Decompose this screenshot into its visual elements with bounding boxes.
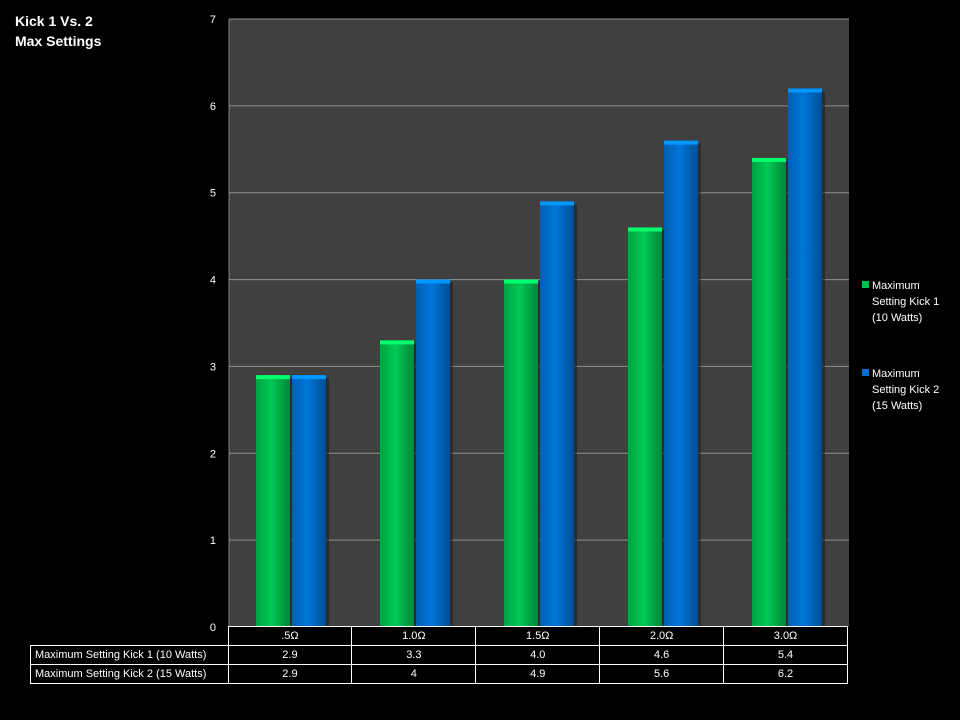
bar-1-3	[504, 279, 541, 627]
legend-label-kick-2-line-2: Setting Kick 2	[872, 384, 940, 396]
table-cell: 3.3	[351, 645, 477, 665]
chart-title-line-1: Kick 1 Vs. 2	[15, 13, 93, 29]
bar-2-1	[292, 375, 329, 627]
bar-1-1	[256, 375, 293, 627]
chart-title-line-2: Max Settings	[15, 33, 102, 49]
bar-1-5	[752, 157, 789, 627]
legend-swatch-kick-1	[862, 281, 869, 288]
legend-label-kick-2-line-1: Maximum	[872, 368, 920, 380]
table-cell: 4.9	[475, 664, 601, 684]
category-label: 1.5Ω	[475, 626, 601, 646]
y-tick-label: 6	[210, 101, 216, 113]
table-cell: 2.9	[227, 664, 353, 684]
legend-item-kick-1: Maximum Setting Kick 1 (10 Watts)	[860, 278, 956, 326]
y-tick-label: 2	[210, 448, 216, 460]
table-cell: 4.6	[599, 645, 725, 665]
category-label: 2.0Ω	[599, 626, 725, 646]
y-tick-label: 4	[210, 275, 216, 287]
legend-label-kick-2-line-3: (15 Watts)	[872, 400, 923, 412]
bar-1-2	[380, 340, 417, 627]
table-row-label: Maximum Setting Kick 1 (10 Watts)	[30, 645, 229, 665]
table-cell: 6.2	[723, 664, 848, 684]
y-tick-label: 0	[210, 622, 216, 634]
legend-label-kick-1-line-3: (10 Watts)	[872, 312, 923, 324]
table-row-label: Maximum Setting Kick 2 (15 Watts)	[30, 664, 229, 684]
table-cell: 4.0	[475, 645, 601, 665]
table-header-row: .5Ω 1.0Ω 1.5Ω 2.0Ω 3.0Ω	[31, 626, 848, 646]
y-tick-label: 5	[210, 188, 216, 200]
legend-label-kick-1-line-1: Maximum	[872, 280, 920, 292]
chart-title: Kick 1 Vs. 2 Max Settings	[15, 11, 101, 51]
bar-2-5	[788, 88, 825, 627]
table-cell: 2.9	[227, 645, 353, 665]
table-corner	[31, 627, 229, 646]
legend-label-kick-1-line-2: Setting Kick 1	[872, 296, 940, 308]
y-tick-label: 7	[210, 14, 216, 26]
data-table: .5Ω 1.0Ω 1.5Ω 2.0Ω 3.0Ω Maximum Setting …	[30, 626, 848, 684]
category-label: 3.0Ω	[723, 626, 848, 646]
y-axis-ticks: 0 1 2 3 4 5 6 7	[210, 14, 216, 634]
legend-swatch-kick-2	[862, 369, 869, 376]
y-tick-label: 3	[210, 361, 216, 373]
y-tick-label: 1	[210, 535, 216, 547]
table-row: Maximum Setting Kick 1 (10 Watts) 2.9 3.…	[30, 645, 848, 665]
bars	[256, 88, 825, 627]
table-row: Maximum Setting Kick 2 (15 Watts) 2.9 4 …	[30, 664, 848, 684]
category-label: 1.0Ω	[351, 626, 477, 646]
table-cell: 5.6	[599, 664, 725, 684]
table-cell: 5.4	[723, 645, 848, 665]
bar-1-4	[628, 227, 665, 627]
bar-2-2	[416, 279, 453, 627]
bar-2-4	[664, 140, 701, 627]
bar-2-3	[540, 201, 577, 627]
category-label: .5Ω	[227, 626, 353, 646]
legend-item-kick-2: Maximum Setting Kick 2 (15 Watts)	[860, 366, 956, 414]
table-cell: 4	[351, 664, 477, 684]
